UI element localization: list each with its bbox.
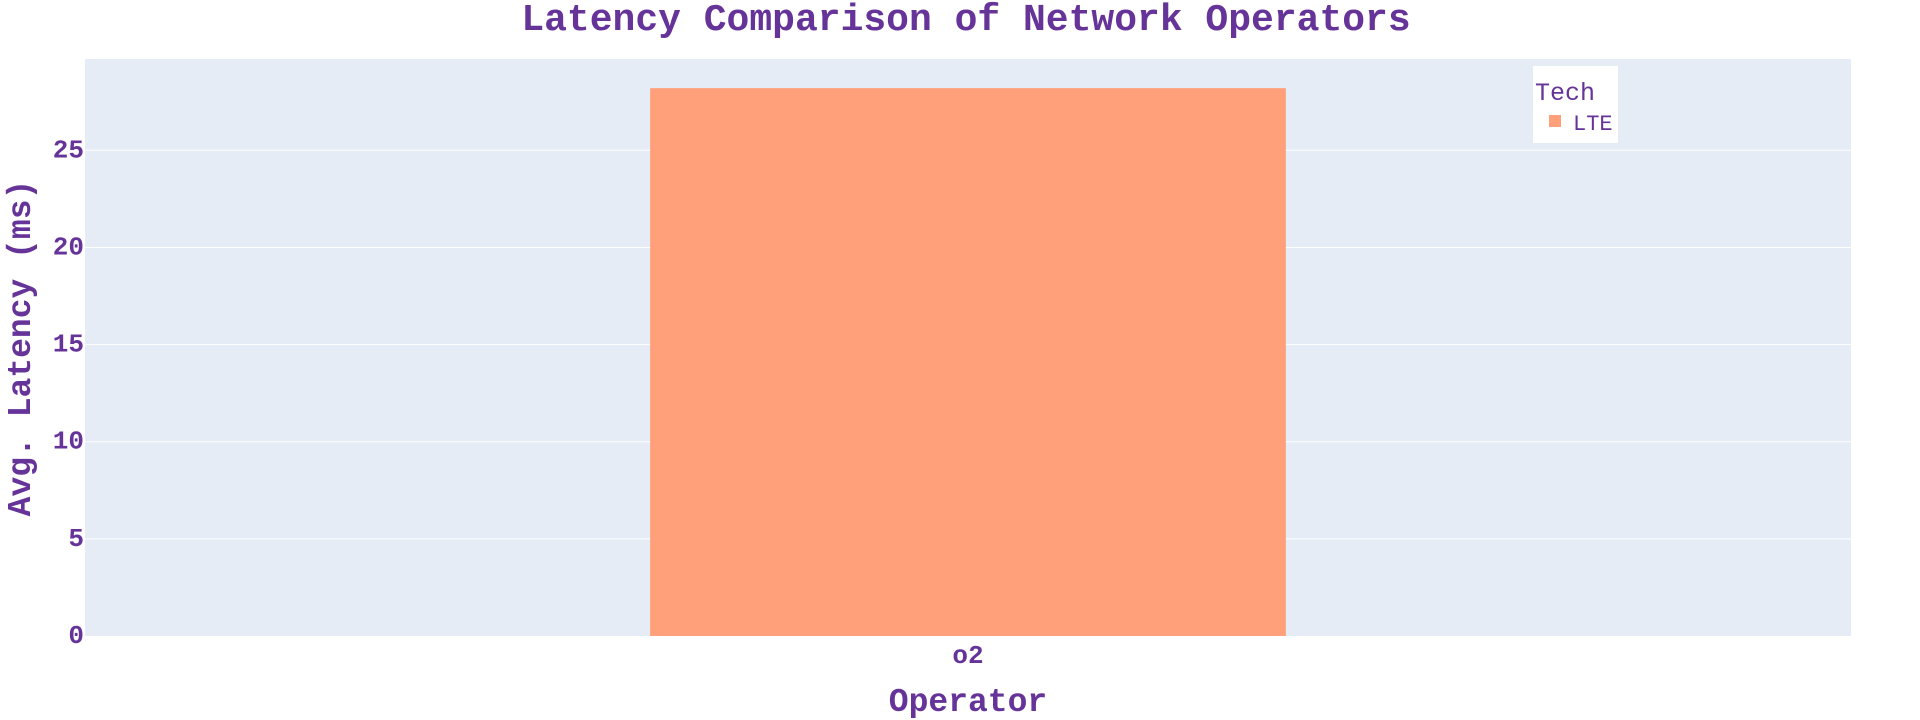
legend-title: Tech xyxy=(1535,79,1595,108)
legend-swatch-lte xyxy=(1549,115,1561,127)
bar-lte-o2 xyxy=(650,88,1286,636)
y-tick-label: 25 xyxy=(53,135,84,165)
y-tick-label: 20 xyxy=(53,232,84,262)
x-tick-label: o2 xyxy=(952,641,983,671)
bars xyxy=(650,88,1286,636)
y-tick-label: 15 xyxy=(53,330,84,360)
x-axis-ticks: o2 xyxy=(952,641,983,671)
y-axis-title: Avg. Latency (ms) xyxy=(3,180,40,517)
y-tick-label: 5 xyxy=(68,524,84,554)
x-axis-title: Operator xyxy=(889,684,1047,720)
legend-label-lte: LTE xyxy=(1573,112,1613,137)
chart-title: Latency Comparison of Network Operators xyxy=(521,0,1410,42)
legend-items: LTE xyxy=(1549,112,1613,137)
y-tick-label: 10 xyxy=(53,427,84,457)
legend: Tech LTE xyxy=(1533,66,1618,143)
y-tick-label: 0 xyxy=(68,621,84,651)
legend-box xyxy=(1533,66,1618,143)
y-axis-ticks: 0 5 10 15 20 25 xyxy=(53,135,84,651)
